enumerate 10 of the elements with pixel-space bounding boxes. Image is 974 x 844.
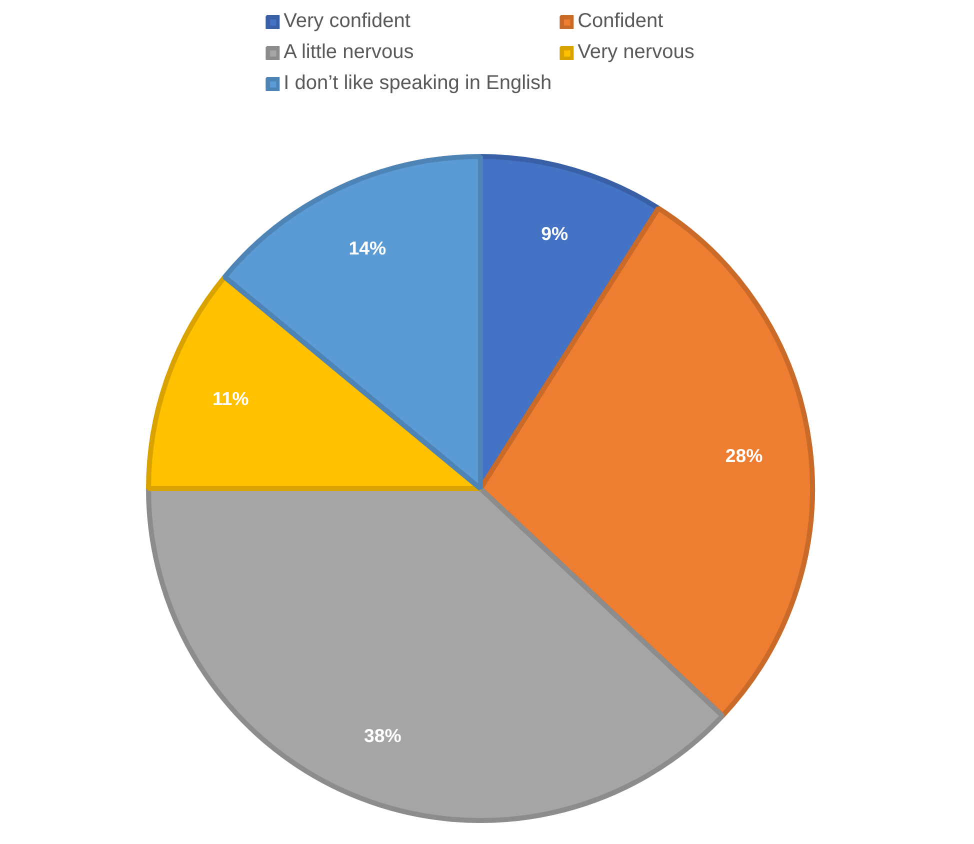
legend-label: Very nervous [578,41,694,64]
data-label: 28% [725,444,764,466]
data-label: 9% [541,222,568,244]
data-label: 11% [212,388,250,410]
legend-label: Very confident [284,10,410,33]
data-label: 38% [364,724,402,746]
legend-label: I don’t like speaking in English [284,72,552,95]
data-label: 14% [348,238,386,259]
legend-label: A little nervous [284,41,414,64]
legend-label: Confident [578,10,664,33]
